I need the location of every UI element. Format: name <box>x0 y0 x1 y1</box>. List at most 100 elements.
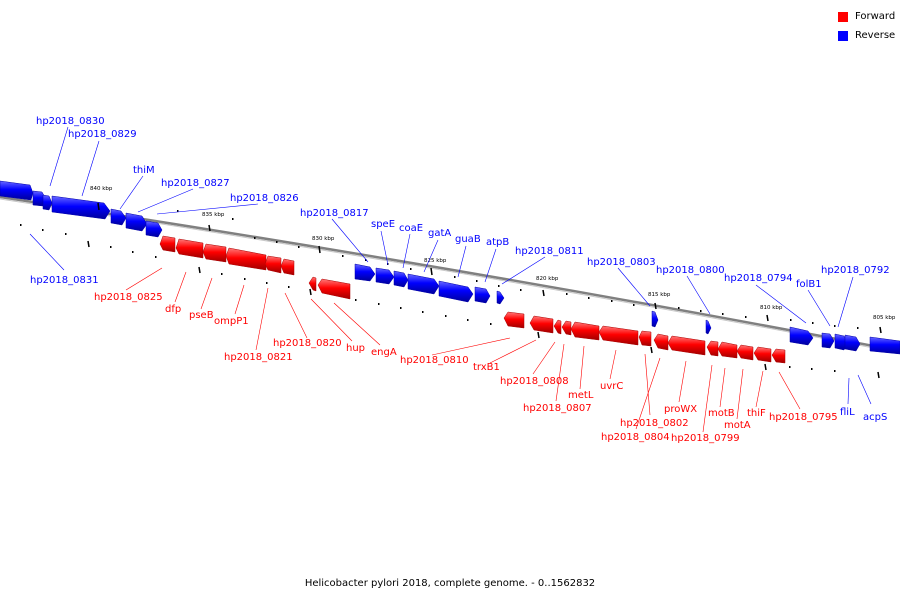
scale-label: 835 kbp <box>202 212 225 218</box>
map-caption: Helicobacter pylori 2018, complete genom… <box>304 578 596 589</box>
gene-arrow[interactable] <box>474 286 491 304</box>
gene-label[interactable]: gatA <box>428 228 451 239</box>
gene-arrow[interactable] <box>844 334 861 352</box>
gene-arrow[interactable] <box>869 336 900 355</box>
forward-gene-labels: hp2018_0825 dfp pseB ompP1 hp2018_0821 h… <box>94 292 838 444</box>
gene-arrow[interactable] <box>438 280 474 303</box>
gene-label[interactable]: speE <box>371 219 395 230</box>
gene-label[interactable]: thiM <box>133 165 155 176</box>
scale-labels: 840 kbp 835 kbp 830 kbp 825 kbp 820 kbp … <box>90 186 896 321</box>
gene-arrow[interactable] <box>264 255 282 274</box>
gene-arrow[interactable] <box>705 319 712 335</box>
gene-label[interactable]: hp2018_0802 <box>620 418 689 429</box>
gene-arrow[interactable] <box>280 258 295 276</box>
gene-arrow[interactable] <box>771 348 786 364</box>
gene-arrow[interactable] <box>354 263 376 282</box>
gene-arrow[interactable] <box>407 273 440 295</box>
gene-arrow[interactable] <box>638 330 652 347</box>
gene-arrow[interactable] <box>175 238 204 259</box>
gene-arrow[interactable] <box>529 315 554 334</box>
gene-label[interactable]: proWX <box>664 404 697 415</box>
gene-label[interactable]: hp2018_0817 <box>300 208 369 219</box>
gene-label[interactable]: hp2018_0831 <box>30 275 99 286</box>
legend-label-reverse: Reverse <box>855 30 896 41</box>
gene-arrow[interactable] <box>110 208 127 226</box>
gene-label[interactable]: hp2018_0821 <box>224 352 293 363</box>
gene-label[interactable]: uvrC <box>600 381 623 392</box>
gene-label[interactable]: dfp <box>165 304 181 315</box>
gene-arrow[interactable] <box>706 340 719 357</box>
gene-label[interactable]: folB1 <box>796 279 822 290</box>
gene-arrow[interactable] <box>496 290 505 305</box>
gene-label[interactable]: engA <box>371 347 397 358</box>
gene-arrow[interactable] <box>145 220 163 238</box>
gene-label[interactable]: hp2018_0792 <box>821 265 890 276</box>
gene-label[interactable]: hp2018_0810 <box>400 355 469 366</box>
gene-arrow[interactable] <box>717 341 738 359</box>
gene-label[interactable]: hp2018_0820 <box>273 338 342 349</box>
gene-label[interactable]: hp2018_0826 <box>230 193 299 204</box>
gene-label[interactable]: metL <box>568 390 594 401</box>
reverse-gene-arrows <box>0 180 900 355</box>
gene-arrow[interactable] <box>789 326 814 346</box>
legend-item-forward[interactable]: Forward <box>838 9 895 24</box>
gene-label[interactable]: hp2018_0808 <box>500 376 569 387</box>
gene-arrow[interactable] <box>736 344 754 361</box>
gene-arrow[interactable] <box>753 346 772 363</box>
forward-gene-arrows <box>159 235 786 364</box>
gene-arrow[interactable] <box>598 325 639 346</box>
gene-arrow[interactable] <box>503 311 525 329</box>
gene-arrow[interactable] <box>225 247 267 271</box>
scale-label: 840 kbp <box>90 186 113 192</box>
gene-label[interactable]: thiF <box>747 408 766 419</box>
gene-arrow[interactable] <box>667 335 706 356</box>
gene-label[interactable]: atpB <box>486 237 509 248</box>
gene-arrow[interactable] <box>202 243 227 263</box>
gene-arrow[interactable] <box>375 267 395 285</box>
reverse-gene-labels: hp2018_0830 hp2018_0829 thiM hp2018_0827… <box>30 116 890 423</box>
gene-label[interactable]: fliL <box>840 407 855 418</box>
gene-arrow[interactable] <box>0 180 34 201</box>
gene-label[interactable]: hp2018_0795 <box>769 412 838 423</box>
gene-arrow[interactable] <box>159 235 176 253</box>
gene-label[interactable]: hp2018_0804 <box>601 432 670 443</box>
scale-dots <box>20 210 859 372</box>
gene-arrow[interactable] <box>393 270 409 288</box>
legend-item-reverse[interactable]: Reverse <box>838 28 895 43</box>
scale-label: 820 kbp <box>536 276 559 282</box>
gene-label[interactable]: motB <box>708 408 735 419</box>
gene-arrow[interactable] <box>553 319 562 335</box>
gene-label[interactable]: hp2018_0830 <box>36 116 105 127</box>
gene-label[interactable]: hp2018_0811 <box>515 246 584 257</box>
gene-label[interactable]: motA <box>724 420 751 431</box>
gene-label[interactable]: ompP1 <box>214 316 249 327</box>
gene-arrow[interactable] <box>125 212 148 232</box>
gene-arrow[interactable] <box>561 320 572 336</box>
gene-label[interactable]: acpS <box>863 412 887 423</box>
gene-arrow[interactable] <box>821 332 835 349</box>
gene-label[interactable]: guaB <box>455 234 481 245</box>
gene-label[interactable]: hup <box>346 343 365 354</box>
gene-label[interactable]: hp2018_0827 <box>161 178 230 189</box>
gene-arrow[interactable] <box>51 195 111 220</box>
gene-label[interactable]: hp2018_0800 <box>656 265 725 276</box>
gene-label[interactable]: hp2018_0803 <box>587 257 656 268</box>
gene-label[interactable]: trxB1 <box>473 362 500 373</box>
gene-arrow[interactable] <box>42 194 53 211</box>
gene-label[interactable]: hp2018_0829 <box>68 129 137 140</box>
gene-label[interactable]: hp2018_0794 <box>724 273 793 284</box>
gene-label[interactable]: hp2018_0807 <box>523 403 592 414</box>
gene-arrow[interactable] <box>317 278 351 300</box>
reverse-leader-lines <box>29 126 872 405</box>
scale-label: 805 kbp <box>873 315 896 321</box>
gene-label[interactable]: hp2018_0825 <box>94 292 163 303</box>
gene-arrow[interactable] <box>653 333 669 351</box>
gene-arrow[interactable] <box>570 321 600 341</box>
gene-label[interactable]: hp2018_0799 <box>671 433 740 444</box>
gene-label[interactable]: coaE <box>399 223 423 234</box>
gene-arrow[interactable] <box>651 310 659 328</box>
gene-label[interactable]: pseB <box>189 310 214 321</box>
legend: Forward Reverse <box>838 9 895 47</box>
gene-arrow[interactable] <box>308 276 317 292</box>
